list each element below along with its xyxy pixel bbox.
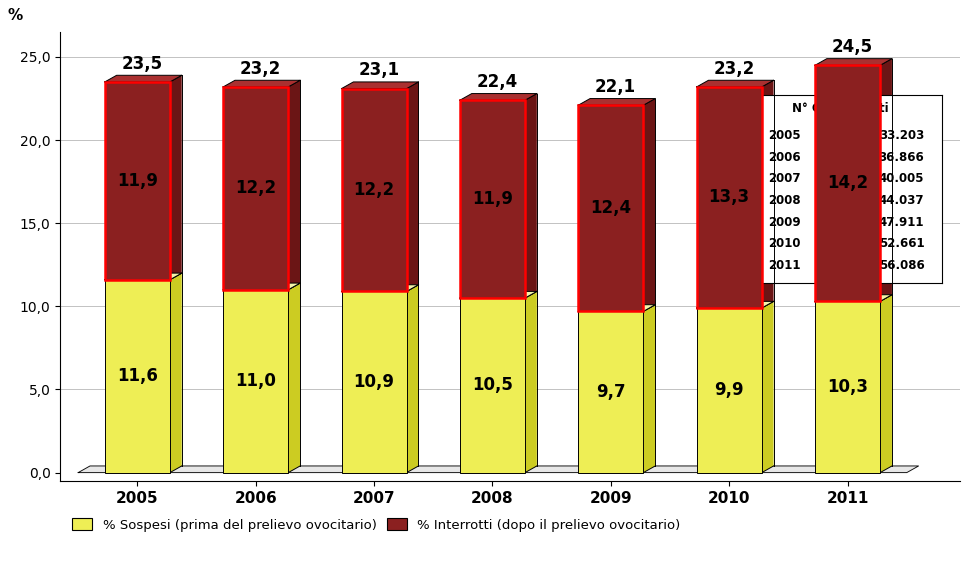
Polygon shape bbox=[644, 305, 655, 473]
Polygon shape bbox=[696, 81, 773, 87]
Text: 11,0: 11,0 bbox=[235, 372, 276, 390]
Polygon shape bbox=[460, 93, 537, 100]
Polygon shape bbox=[525, 292, 537, 473]
Text: 13,3: 13,3 bbox=[709, 189, 750, 206]
Text: 12,2: 12,2 bbox=[235, 179, 276, 198]
Polygon shape bbox=[525, 93, 537, 298]
Text: 23,1: 23,1 bbox=[358, 61, 400, 79]
Bar bbox=[696, 87, 761, 308]
Bar bbox=[223, 87, 289, 290]
Bar bbox=[815, 65, 880, 302]
Polygon shape bbox=[761, 302, 773, 473]
Bar bbox=[696, 308, 761, 473]
Text: 12,2: 12,2 bbox=[354, 181, 395, 199]
Polygon shape bbox=[289, 81, 300, 290]
Polygon shape bbox=[815, 295, 892, 302]
Text: 22,4: 22,4 bbox=[477, 73, 518, 91]
Bar bbox=[460, 100, 525, 298]
Text: 10,9: 10,9 bbox=[354, 373, 395, 391]
Polygon shape bbox=[78, 466, 918, 473]
Y-axis label: %: % bbox=[8, 8, 23, 23]
Polygon shape bbox=[815, 59, 892, 65]
Bar bbox=[696, 87, 761, 308]
Bar bbox=[104, 82, 170, 280]
Bar bbox=[578, 312, 644, 473]
Legend: % Sospesi (prima del prelievo ovocitario), % Interrotti (dopo il prelievo ovocit: % Sospesi (prima del prelievo ovocitario… bbox=[67, 513, 686, 537]
Bar bbox=[815, 302, 880, 473]
Text: 23,2: 23,2 bbox=[240, 60, 281, 78]
Text: 23,2: 23,2 bbox=[714, 60, 755, 78]
Polygon shape bbox=[407, 82, 418, 292]
Polygon shape bbox=[170, 273, 181, 473]
Text: 23,5: 23,5 bbox=[122, 55, 163, 73]
Polygon shape bbox=[880, 59, 892, 302]
Polygon shape bbox=[761, 81, 773, 308]
Bar bbox=[460, 298, 525, 473]
Bar bbox=[104, 82, 170, 280]
Bar bbox=[341, 292, 407, 473]
Polygon shape bbox=[578, 99, 655, 105]
Text: 11,9: 11,9 bbox=[117, 172, 158, 190]
Polygon shape bbox=[696, 302, 773, 308]
Polygon shape bbox=[289, 283, 300, 473]
Text: 12,4: 12,4 bbox=[590, 199, 632, 218]
Polygon shape bbox=[578, 305, 655, 312]
Text: 9,9: 9,9 bbox=[715, 382, 744, 399]
Text: 11,6: 11,6 bbox=[117, 367, 158, 385]
Bar bbox=[341, 89, 407, 292]
Bar bbox=[578, 105, 644, 312]
Text: 22,1: 22,1 bbox=[595, 78, 636, 96]
Polygon shape bbox=[880, 295, 892, 473]
Polygon shape bbox=[407, 285, 418, 473]
Text: 10,5: 10,5 bbox=[472, 376, 513, 395]
Polygon shape bbox=[341, 285, 418, 292]
Bar bbox=[341, 89, 407, 292]
Bar bbox=[104, 280, 170, 473]
Text: 24,5: 24,5 bbox=[832, 38, 873, 56]
Bar bbox=[223, 290, 289, 473]
Polygon shape bbox=[460, 292, 537, 298]
Bar bbox=[815, 65, 880, 302]
Polygon shape bbox=[170, 75, 181, 280]
Text: 9,7: 9,7 bbox=[596, 383, 626, 401]
Bar bbox=[460, 100, 525, 298]
Text: 11,9: 11,9 bbox=[472, 190, 513, 208]
Text: 10,3: 10,3 bbox=[827, 378, 868, 396]
Polygon shape bbox=[644, 99, 655, 312]
Bar bbox=[223, 87, 289, 290]
Text: 14,2: 14,2 bbox=[827, 175, 868, 192]
Polygon shape bbox=[341, 82, 418, 89]
Bar bbox=[578, 105, 644, 312]
Polygon shape bbox=[223, 283, 300, 290]
Polygon shape bbox=[104, 273, 181, 280]
Polygon shape bbox=[104, 75, 181, 82]
Polygon shape bbox=[223, 81, 300, 87]
